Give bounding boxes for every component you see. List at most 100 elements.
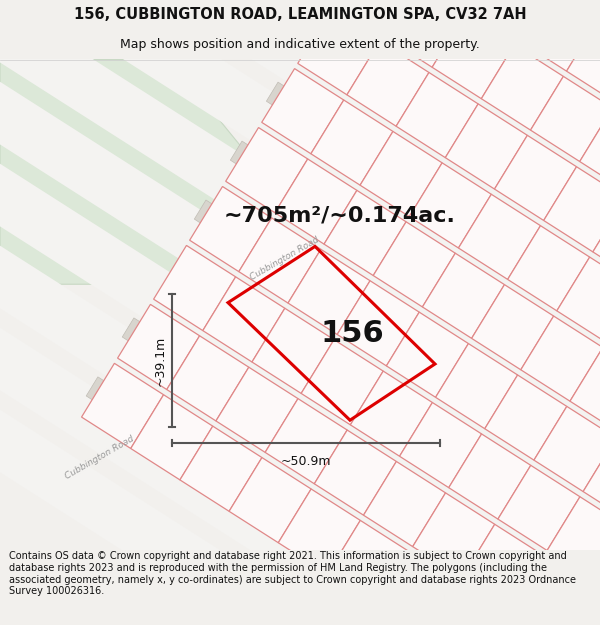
Polygon shape bbox=[323, 201, 376, 246]
Polygon shape bbox=[478, 54, 531, 99]
Polygon shape bbox=[517, 0, 599, 71]
Polygon shape bbox=[154, 246, 236, 331]
Polygon shape bbox=[442, 112, 495, 158]
Polygon shape bbox=[409, 163, 491, 248]
Polygon shape bbox=[0, 229, 566, 625]
Text: ~50.9m: ~50.9m bbox=[281, 454, 331, 468]
Polygon shape bbox=[508, 226, 590, 311]
Polygon shape bbox=[400, 402, 482, 488]
Polygon shape bbox=[481, 45, 563, 130]
Polygon shape bbox=[589, 616, 600, 625]
Polygon shape bbox=[521, 409, 573, 454]
Polygon shape bbox=[82, 363, 164, 449]
Polygon shape bbox=[432, 24, 484, 69]
Polygon shape bbox=[458, 194, 541, 279]
Polygon shape bbox=[449, 434, 531, 519]
Polygon shape bbox=[489, 142, 541, 188]
Polygon shape bbox=[334, 0, 416, 36]
Polygon shape bbox=[0, 111, 600, 616]
Polygon shape bbox=[413, 586, 465, 625]
Polygon shape bbox=[496, 556, 548, 601]
Polygon shape bbox=[86, 377, 139, 422]
Polygon shape bbox=[485, 468, 537, 512]
Polygon shape bbox=[190, 186, 272, 272]
Text: ~39.1m: ~39.1m bbox=[154, 336, 167, 386]
Polygon shape bbox=[386, 312, 469, 398]
Polygon shape bbox=[514, 0, 567, 40]
Polygon shape bbox=[417, 260, 469, 306]
Text: Contains OS data © Crown copyright and database right 2021. This information is : Contains OS data © Crown copyright and d… bbox=[9, 551, 576, 596]
Polygon shape bbox=[229, 458, 311, 542]
Polygon shape bbox=[596, 528, 600, 613]
Polygon shape bbox=[194, 200, 247, 245]
Polygon shape bbox=[474, 379, 527, 424]
Polygon shape bbox=[275, 159, 357, 244]
Polygon shape bbox=[266, 82, 319, 127]
Polygon shape bbox=[485, 375, 567, 460]
Polygon shape bbox=[355, 467, 408, 512]
Polygon shape bbox=[34, 0, 600, 381]
Polygon shape bbox=[472, 284, 554, 370]
Text: Map shows position and indicative extent of the property.: Map shows position and indicative extent… bbox=[120, 38, 480, 51]
Text: Cubbington Road: Cubbington Road bbox=[64, 434, 136, 481]
Polygon shape bbox=[0, 52, 600, 558]
Polygon shape bbox=[385, 0, 437, 39]
Polygon shape bbox=[311, 100, 393, 185]
Polygon shape bbox=[226, 127, 308, 212]
Polygon shape bbox=[0, 59, 270, 284]
Polygon shape bbox=[395, 82, 448, 128]
Polygon shape bbox=[532, 498, 584, 542]
Polygon shape bbox=[597, 0, 600, 11]
Polygon shape bbox=[314, 430, 397, 515]
Polygon shape bbox=[169, 348, 221, 392]
Polygon shape bbox=[262, 69, 344, 154]
Polygon shape bbox=[359, 142, 412, 187]
Polygon shape bbox=[252, 308, 334, 393]
Polygon shape bbox=[432, 14, 514, 99]
Polygon shape bbox=[309, 437, 361, 482]
Polygon shape bbox=[239, 218, 321, 303]
Polygon shape bbox=[377, 552, 459, 625]
Polygon shape bbox=[262, 408, 314, 452]
Polygon shape bbox=[530, 76, 600, 161]
Polygon shape bbox=[328, 521, 410, 606]
Polygon shape bbox=[70, 0, 600, 322]
Polygon shape bbox=[544, 167, 600, 252]
Polygon shape bbox=[578, 527, 600, 572]
Polygon shape bbox=[557, 257, 600, 343]
Polygon shape bbox=[250, 0, 600, 27]
Text: 156, CUBBINGTON ROAD, LEAMINGTON SPA, CV32 7AH: 156, CUBBINGTON ROAD, LEAMINGTON SPA, CV… bbox=[74, 8, 526, 22]
Polygon shape bbox=[179, 436, 232, 481]
Polygon shape bbox=[338, 0, 391, 9]
Polygon shape bbox=[449, 526, 501, 571]
Polygon shape bbox=[406, 171, 458, 217]
Polygon shape bbox=[0, 0, 600, 499]
Polygon shape bbox=[582, 202, 600, 247]
Polygon shape bbox=[498, 466, 580, 551]
Polygon shape bbox=[350, 371, 433, 456]
Polygon shape bbox=[298, 9, 380, 95]
Polygon shape bbox=[203, 277, 285, 362]
Polygon shape bbox=[468, 0, 520, 10]
Polygon shape bbox=[561, 24, 600, 69]
Polygon shape bbox=[334, 289, 386, 334]
Polygon shape bbox=[391, 408, 444, 453]
Polygon shape bbox=[122, 318, 175, 363]
Polygon shape bbox=[366, 556, 418, 601]
Polygon shape bbox=[453, 201, 505, 246]
Polygon shape bbox=[370, 231, 422, 276]
Polygon shape bbox=[570, 348, 600, 432]
Text: 156: 156 bbox=[320, 319, 384, 348]
Polygon shape bbox=[214, 0, 600, 86]
Polygon shape bbox=[419, 0, 501, 8]
Polygon shape bbox=[580, 107, 600, 193]
Polygon shape bbox=[534, 406, 600, 491]
Polygon shape bbox=[542, 586, 595, 625]
Polygon shape bbox=[426, 583, 508, 625]
Polygon shape bbox=[468, 0, 550, 40]
Polygon shape bbox=[593, 198, 600, 283]
Polygon shape bbox=[560, 587, 600, 625]
Polygon shape bbox=[251, 319, 304, 364]
Polygon shape bbox=[593, 291, 600, 336]
Polygon shape bbox=[464, 290, 516, 335]
